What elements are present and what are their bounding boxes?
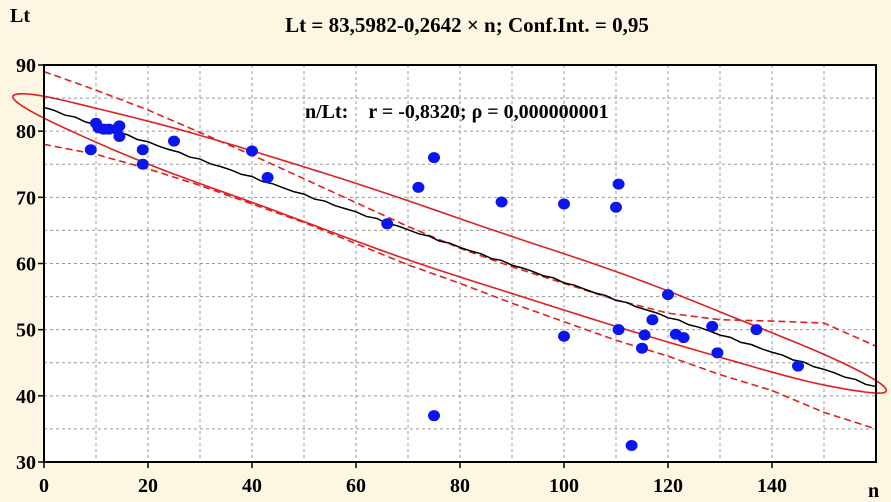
x-tick-label: 120 — [653, 475, 683, 497]
y-tick-label: 70 — [16, 187, 36, 209]
y-tick-label: 90 — [16, 55, 36, 77]
data-point — [750, 324, 763, 336]
data-point — [792, 360, 804, 372]
confidence-band-lower — [43, 143, 877, 430]
grid-lines — [44, 65, 876, 462]
data-point — [646, 314, 659, 326]
data-point — [113, 120, 126, 132]
data-point — [381, 218, 394, 230]
confidence-band — [43, 70, 877, 430]
data-point — [136, 144, 149, 156]
data-point — [84, 144, 97, 156]
data-points — [84, 117, 804, 451]
y-axis-ticks: 30 40 50 60 70 80 90 — [16, 55, 44, 474]
data-point — [612, 324, 625, 336]
correlation-annotation: n/Lt: r = -0,8320; ρ = 0,000000001 — [305, 101, 609, 123]
data-point — [625, 439, 638, 451]
x-tick-label: 80 — [450, 475, 470, 497]
data-point — [612, 178, 625, 190]
data-point — [610, 201, 622, 213]
data-point — [428, 410, 440, 422]
confidence-band-upper — [43, 70, 877, 347]
x-tick-label: 20 — [138, 475, 158, 497]
y-tick-label: 60 — [16, 254, 36, 276]
x-tick-label: 60 — [346, 475, 366, 497]
x-tick-label: 40 — [242, 475, 262, 497]
data-point — [662, 289, 674, 301]
regression-line — [43, 106, 877, 388]
data-point — [636, 342, 648, 354]
x-tick-label: 100 — [549, 475, 579, 497]
regression-line-path — [43, 106, 877, 388]
data-point — [113, 130, 126, 142]
data-point — [558, 198, 570, 210]
x-axis-ticks: 0 20 40 60 80 100 120 140 — [39, 462, 787, 497]
data-point — [677, 332, 690, 344]
data-point — [168, 135, 180, 147]
y-axis-label: Lt — [10, 5, 30, 27]
y-tick-label: 30 — [16, 452, 36, 474]
x-axis-label: n — [868, 480, 879, 502]
y-tick-label: 80 — [16, 121, 36, 143]
data-point — [638, 329, 651, 341]
data-point — [558, 330, 570, 342]
data-point — [136, 158, 149, 170]
data-point — [261, 171, 274, 183]
data-point — [412, 181, 425, 193]
chart-title: Lt = 83,5982-0,2642 × n; Conf.Int. = 0,9… — [285, 13, 649, 37]
y-tick-label: 50 — [16, 320, 36, 342]
data-point — [711, 347, 724, 359]
data-point — [428, 152, 440, 164]
y-tick-label: 40 — [16, 386, 36, 408]
data-point — [706, 320, 719, 332]
x-tick-label: 140 — [757, 475, 787, 497]
data-point — [495, 196, 508, 208]
x-tick-label: 0 — [39, 475, 49, 497]
data-point — [246, 145, 258, 157]
